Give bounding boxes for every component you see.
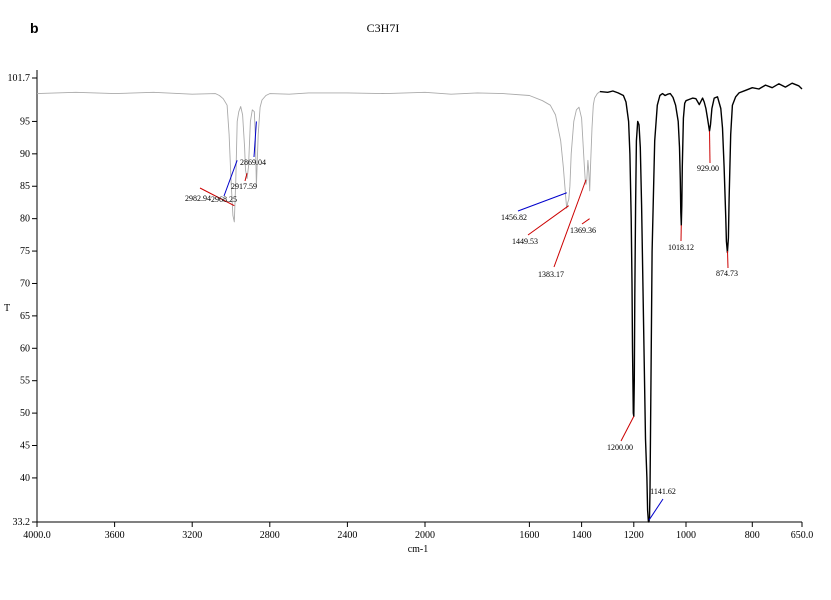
x-tick-label: 2800	[260, 530, 280, 541]
series-group	[36, 82, 803, 523]
x-tick-label: 1400	[572, 530, 592, 541]
peak-label: 2968.25	[211, 195, 237, 204]
y-tick-label: 80	[20, 214, 30, 225]
peak-leader-line	[517, 192, 567, 212]
peak-leader-line	[581, 218, 590, 225]
peak-label: 874.73	[716, 269, 738, 278]
peak-leader-line	[648, 498, 664, 521]
peak-label: 1456.82	[501, 213, 527, 222]
peak-label: 2869.04	[240, 158, 266, 167]
y-tick-label: 65	[20, 311, 30, 322]
x-tick-label: 1600	[519, 530, 539, 541]
peak-label: 1383.17	[538, 270, 564, 279]
peak-label: 929.00	[697, 164, 719, 173]
peak-label: 1449.53	[512, 237, 538, 246]
peak-leader-line	[244, 173, 248, 182]
x-tick-label: 1000	[676, 530, 696, 541]
peak-annotations: 2982.94 2968.25 2917.59 2869.04 1456.82 1449.…	[185, 121, 738, 521]
peak-label: 1200.00	[607, 443, 633, 452]
y-tick-label: 95	[20, 116, 30, 127]
y-tick-label: 75	[20, 246, 30, 257]
peak-leader-line	[199, 187, 235, 207]
peak-leader-line	[527, 205, 569, 236]
peak-leader-line	[620, 416, 635, 442]
peak-leader-line	[253, 121, 257, 158]
x-tick-label: 2000	[415, 530, 435, 541]
y-tick-label: 55	[20, 376, 30, 387]
x-tick-label: 800	[745, 530, 760, 541]
x-tick-label: 2400	[337, 530, 357, 541]
peak-label: 1141.62	[650, 487, 676, 496]
chart-title: C3H7I	[367, 21, 400, 35]
series-line-spectrum	[36, 91, 601, 223]
x-axis-label: cm-1	[408, 544, 429, 555]
x-tick-label: 650.0	[791, 530, 814, 541]
y-tick-label: 33.2	[13, 517, 31, 528]
y-tick-label: 40	[20, 473, 30, 484]
peak-leader-line	[553, 179, 587, 268]
axes: 33.2 40 45 50 55 60 65 70 75 80 85 90 95 101.7 4000.0 3…	[8, 70, 814, 541]
y-tick-label: 70	[20, 278, 30, 289]
x-tick-label: 4000.0	[23, 530, 51, 541]
series-line-spectrum-dark	[599, 82, 803, 523]
x-tick-label: 3200	[182, 530, 202, 541]
panel-label: b	[30, 20, 39, 36]
peak-label: 1369.36	[570, 226, 596, 235]
y-tick-label: 45	[20, 441, 30, 452]
peak-label: 2982.94	[185, 194, 211, 203]
peak-label: 2917.59	[231, 182, 257, 191]
peak-leader-line	[223, 160, 238, 197]
peak-label: 1018.12	[668, 243, 694, 252]
y-tick-label: 60	[20, 343, 30, 354]
y-tick-label: 90	[20, 149, 30, 160]
y-tick-label: 85	[20, 181, 30, 192]
y-tick-label: 50	[20, 408, 30, 419]
y-tick-label: 101.7	[8, 73, 31, 84]
x-tick-label: 3600	[105, 530, 125, 541]
x-tick-label: 1200	[624, 530, 644, 541]
y-axis-label: T	[4, 303, 10, 314]
